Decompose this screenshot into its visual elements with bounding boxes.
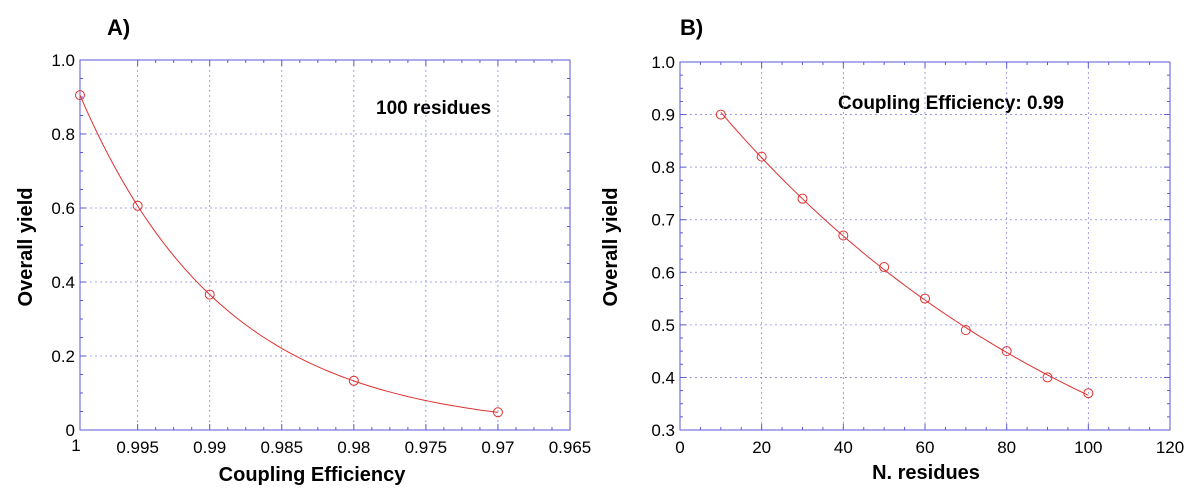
panel-b-ytick-label-3: 0.6: [651, 263, 675, 282]
panel-b-ytick-label-5: 0.8: [651, 158, 675, 177]
panel-a-xtick-label-edge: 1: [71, 436, 80, 455]
panel-b-data-point-8: [1042, 372, 1053, 383]
panel-a-xtick-label-3: 0.98: [337, 438, 370, 457]
panel-a-data-point-1: [132, 200, 143, 211]
panel-b-data-point-7: [1001, 346, 1012, 357]
panel-b-xtick-label-3: 60: [916, 438, 935, 457]
panel-b-data-point-2: [797, 193, 808, 204]
panel-b-ytick-label-6: 0.9: [651, 106, 675, 125]
panel-a-xtick-label-1: 0.99: [193, 438, 226, 457]
panel-b-ytick-label-1: 0.4: [651, 368, 675, 387]
panel-a-xtick-label-5: 0.97: [481, 438, 514, 457]
panel-a-xtick-label-6: 0.965: [549, 438, 592, 457]
panel-a-data-point-3: [348, 375, 359, 386]
panel-b-ytick-label-7: 1.0: [651, 53, 675, 72]
panel-a-xtick-label-0: 0.995: [116, 438, 159, 457]
panel-b-label: B): [680, 15, 703, 40]
panel-a-annotation: 100 residues: [376, 98, 491, 119]
panel-b-ytick-label-0: 0.3: [651, 421, 675, 440]
panel-a-ytick-label-2: 0.4: [51, 273, 75, 292]
panel-b-data-point-4: [879, 262, 890, 273]
panel-b-xtick-label-1: 20: [752, 438, 771, 457]
panel-b-data-point-9: [1083, 388, 1094, 399]
panel-a-label: A): [107, 15, 130, 40]
panel-a-ytick-label-0: 0: [66, 421, 75, 440]
panel-a-ytick-label-3: 0.6: [51, 199, 75, 218]
panel-b-xtick-label-0: 0: [675, 438, 684, 457]
panel-a-xtick-label-2: 0.985: [260, 438, 303, 457]
panel-b-ytick-label-2: 0.5: [651, 316, 675, 335]
panel-a-ytick-label-4: 0.8: [51, 125, 75, 144]
panel-b-xtick-label-4: 80: [997, 438, 1016, 457]
panel-a-fit-curve: [79, 95, 499, 413]
panel-b-xtick-label-5: 100: [1074, 438, 1102, 457]
panel-b-data-point-6: [960, 325, 971, 336]
panel-a-xlabel: Coupling Efficiency: [219, 464, 407, 486]
panel-b-ylabel: Overall yield: [600, 188, 622, 307]
panel-a: A) Overall yield Coupling Efficiency 100…: [15, 15, 591, 486]
panel-b-annotation: Coupling Efficiency: 0.99: [838, 93, 1064, 114]
panel-a-plot-frame: [79, 59, 571, 431]
panel-b-xtick-label-2: 40: [834, 438, 853, 457]
panel-a-ytick-label-5: 1.0: [51, 51, 75, 70]
panel-a-data-point-2: [204, 289, 215, 300]
panel-b-xlabel: N. residues: [872, 462, 980, 484]
panel-a-ylabel: Overall yield: [15, 188, 37, 307]
panel-b-ytick-label-4: 0.7: [651, 211, 675, 230]
panel-b-data-point-5: [920, 293, 930, 304]
panel-a-data-point-0: [75, 90, 85, 101]
panel-a-ytick-label-1: 0.2: [51, 347, 75, 366]
panel-a-xtick-label-4: 0.975: [405, 438, 448, 457]
panel-b-data-point-3: [838, 230, 849, 241]
panel-b-xtick-label-6: 120: [1156, 438, 1184, 457]
panel-a-data-point-4: [492, 407, 503, 418]
panel-b-data-point-1: [756, 151, 767, 162]
panel-b-fit-curve: [720, 111, 1089, 396]
panel-b-data-point-0: [715, 109, 726, 120]
panel-b: B) Overall yield N. residues Coupling Ef…: [600, 15, 1184, 484]
